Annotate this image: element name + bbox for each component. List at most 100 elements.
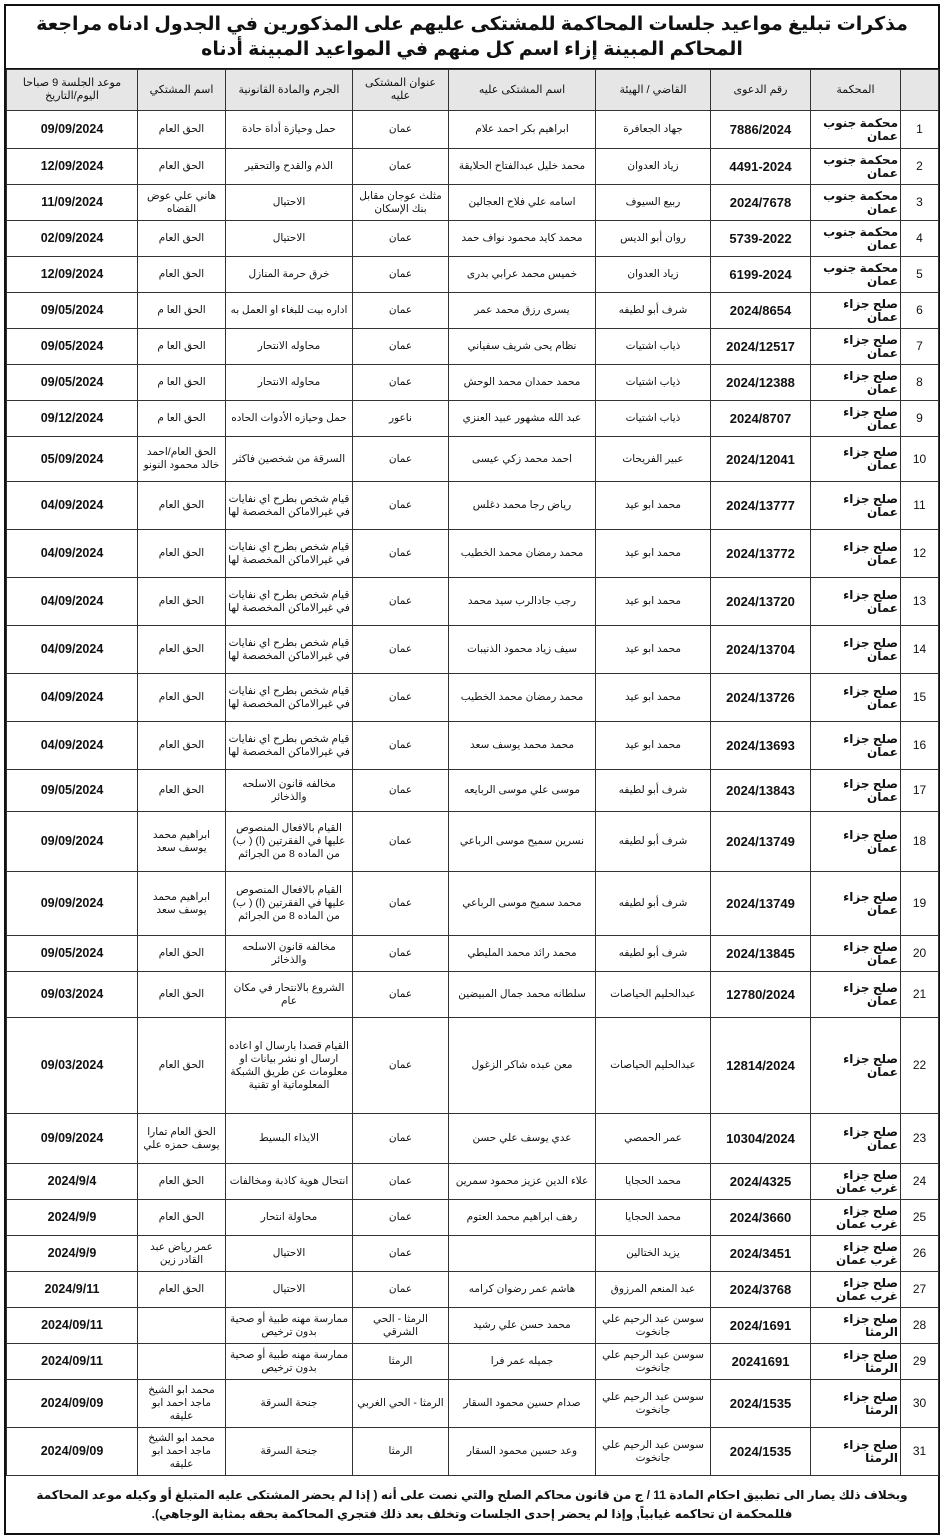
table-row: 9 صلح جزاء عمان 2024/8707 ذياب اشتيات عبد ال… <box>6 400 939 437</box>
cell-defendant: سلطانه محمد جمال المبيضين <box>448 971 596 1018</box>
cell-address: عمان <box>352 1235 449 1272</box>
cell-court: صلح جزاء عمان <box>810 529 901 578</box>
table-row: 6 صلح جزاء عمان 2024/8654 شرف أبو لطيفه يسرى… <box>6 292 939 329</box>
cell-address: عمان <box>352 1271 449 1308</box>
cell-case: 2024/13693 <box>710 721 811 770</box>
cell-court: صلح جزاء عمان <box>810 721 901 770</box>
cell-defendant: نسرين سميح موسى الرباعي <box>448 811 596 872</box>
cell-num: 27 <box>900 1271 939 1308</box>
cell-judge: محمد الحجايا <box>595 1163 711 1200</box>
cell-address: عمان <box>352 935 449 972</box>
cell-defendant: وعد حسين محمود السقار <box>448 1427 596 1476</box>
cell-defendant: رجب جادالرب سيد محمد <box>448 577 596 626</box>
cell-judge: محمد ابو عيد <box>595 721 711 770</box>
cell-plaintiff: ابراهيم محمد يوسف سعد <box>137 871 226 936</box>
cell-plaintiff: الحق العام تمارا يوسف حمزه علي <box>137 1113 226 1164</box>
cell-case: 2024/3451 <box>710 1235 811 1272</box>
cell-case: 2024/13720 <box>710 577 811 626</box>
cell-judge: محمد الحجايا <box>595 1199 711 1236</box>
table-row: 18 صلح جزاء عمان 2024/13749 شرف أبو لطيفه نس… <box>6 811 939 872</box>
cell-num: 30 <box>900 1379 939 1428</box>
cell-plaintiff: الحق العام <box>137 220 226 257</box>
table-row: 17 صلح جزاء عمان 2024/13843 شرف أبو لطيفه مو… <box>6 769 939 812</box>
cell-num: 31 <box>900 1427 939 1476</box>
cell-plaintiff: الحق العا م <box>137 328 226 365</box>
cell-case: 12814/2024 <box>710 1017 811 1114</box>
header-num <box>900 69 939 111</box>
cell-date: 09/09/2024 <box>6 110 138 149</box>
cell-judge: سوسن عبد الرحيم علي جانخوت <box>595 1379 711 1428</box>
cell-defendant: سيف زياد محمود الذنيبات <box>448 625 596 674</box>
cell-address: الرمثا <box>352 1343 449 1380</box>
cell-date: 09/03/2024 <box>6 971 138 1018</box>
cell-case: 2024/13843 <box>710 769 811 812</box>
cell-defendant: محمد خليل عبدالفتاح الحلايقة <box>448 148 596 185</box>
cell-crime: الاحتيال <box>225 1271 353 1308</box>
cell-plaintiff <box>137 1307 226 1344</box>
cell-plaintiff: محمد ابو الشيخ ماجد احمد ابو عليقه <box>137 1379 226 1428</box>
cell-num: 9 <box>900 400 939 437</box>
cell-date: 05/09/2024 <box>6 436 138 482</box>
cell-case: 2024/13845 <box>710 935 811 972</box>
cell-date: 04/09/2024 <box>6 721 138 770</box>
cell-court: صلح جزاء غرب عمان <box>810 1235 901 1272</box>
cell-judge: شرف أبو لطيفه <box>595 935 711 972</box>
cell-plaintiff: الحق العا م <box>137 292 226 329</box>
cell-plaintiff: الحق العام <box>137 625 226 674</box>
cell-num: 21 <box>900 971 939 1018</box>
cell-date: 09/05/2024 <box>6 935 138 972</box>
cell-court: صلح جزاء عمان <box>810 364 901 401</box>
cell-case: 2024/8654 <box>710 292 811 329</box>
cell-address: الرمثا <box>352 1427 449 1476</box>
cell-plaintiff: الحق العام <box>137 577 226 626</box>
cell-date: 09/09/2024 <box>6 811 138 872</box>
cell-num: 29 <box>900 1343 939 1380</box>
cell-judge: جهاد الجعافرة <box>595 110 711 149</box>
cell-address: عمان <box>352 625 449 674</box>
cell-judge: زياد العدوان <box>595 256 711 293</box>
cell-defendant: محمد كايد محمود نواف حمد <box>448 220 596 257</box>
cell-date: 09/09/2024 <box>6 871 138 936</box>
cell-defendant: يسرى رزق محمد عمر <box>448 292 596 329</box>
cell-plaintiff: الحق العام <box>137 481 226 530</box>
cell-address: مثلث عوجان مقابل بنك الإسكان <box>352 184 449 221</box>
cell-address: عمان <box>352 481 449 530</box>
cell-num: 25 <box>900 1199 939 1236</box>
cell-address: عمان <box>352 971 449 1018</box>
header-case: رقم الدعوى <box>710 69 811 111</box>
cell-date: 04/09/2024 <box>6 673 138 722</box>
table-row: 29 صلح جزاء الرمثا 20241691 سوسن عبد الرحيم… <box>6 1343 939 1380</box>
cell-date: 11/09/2024 <box>6 184 138 221</box>
table-row: 22 صلح جزاء عمان 12814/2024 عبدالحليم الحيا… <box>6 1017 939 1114</box>
table-row: 20 صلح جزاء عمان 2024/13845 شرف أبو لطيفه مح… <box>6 935 939 972</box>
cell-defendant: محمد رمضان محمد الخطيب <box>448 673 596 722</box>
cell-address: عمان <box>352 811 449 872</box>
table-row: 13 صلح جزاء عمان 2024/13720 محمد ابو عيد رجب… <box>6 577 939 626</box>
cell-defendant: محمد محمد يوسف سعد <box>448 721 596 770</box>
cell-date: 09/09/2024 <box>6 1113 138 1164</box>
cell-defendant: محمد حمدان محمد الوحش <box>448 364 596 401</box>
cell-address: عمان <box>352 577 449 626</box>
header-crime: الجرم والمادة القانونية <box>225 69 353 111</box>
table-row: 8 صلح جزاء عمان 2024/12388 ذياب اشتيات محمد … <box>6 364 939 401</box>
cell-crime: الذم والقدح والتحقير <box>225 148 353 185</box>
cell-case: 2024/13777 <box>710 481 811 530</box>
cell-date: 2024/9/9 <box>6 1235 138 1272</box>
cell-address: عمان <box>352 328 449 365</box>
cell-crime: السرقة من شخصين فاكثر <box>225 436 353 482</box>
header-date: موعد الجلسة 9 صباحا اليوم/التاريخ <box>6 69 138 111</box>
cell-case: 2024/1691 <box>710 1307 811 1344</box>
cell-crime: جنحة السرقة <box>225 1427 353 1476</box>
cell-num: 16 <box>900 721 939 770</box>
cell-plaintiff: هاني علي عوض القضاه <box>137 184 226 221</box>
cell-num: 20 <box>900 935 939 972</box>
cell-case: 2024/13749 <box>710 811 811 872</box>
cell-defendant: محمد رمضان محمد الخطيب <box>448 529 596 578</box>
cell-date: 2024/09/11 <box>6 1343 138 1380</box>
cell-num: 8 <box>900 364 939 401</box>
cell-num: 13 <box>900 577 939 626</box>
cell-num: 6 <box>900 292 939 329</box>
cell-defendant: محمد حسن علي رشيد <box>448 1307 596 1344</box>
cell-case: 10304/2024 <box>710 1113 811 1164</box>
cell-court: صلح جزاء عمان <box>810 971 901 1018</box>
